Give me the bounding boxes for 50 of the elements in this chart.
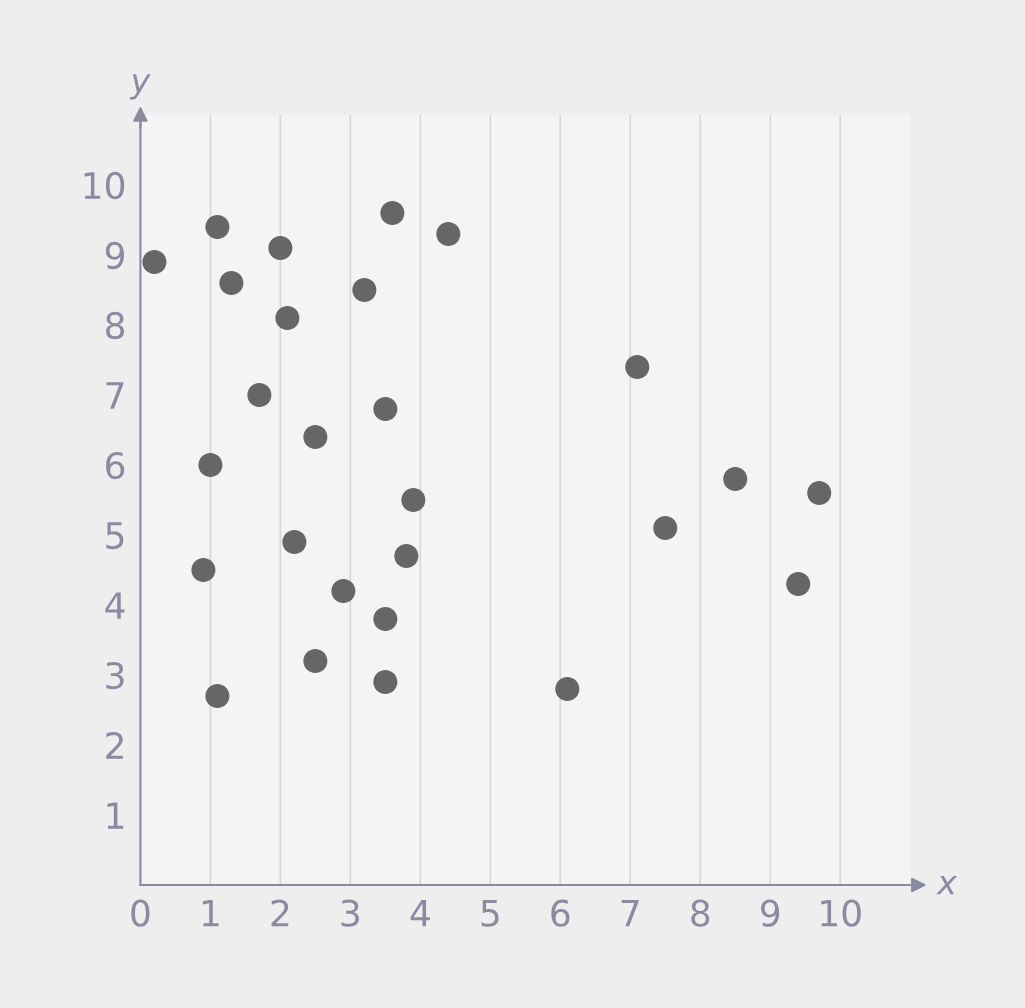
x-tick-label: 1 — [202, 900, 219, 927]
point — [282, 529, 307, 554]
point — [373, 669, 398, 695]
y-axis-title: y — [129, 74, 151, 100]
point — [205, 683, 230, 709]
y-tick-label: 7 — [106, 382, 124, 409]
point — [373, 606, 398, 632]
point — [198, 452, 223, 477]
point — [380, 200, 405, 225]
point — [401, 487, 426, 512]
point — [625, 354, 650, 379]
point — [268, 235, 293, 260]
x-tick-label: 9 — [761, 899, 780, 927]
y-tick-label: 3 — [106, 661, 124, 690]
y-tick-label: 1 — [107, 802, 124, 829]
point — [786, 571, 811, 597]
point — [436, 221, 461, 246]
point — [247, 382, 272, 407]
point — [653, 515, 678, 540]
y-tick-label: 5 — [106, 522, 124, 550]
y-tick-label: 2 — [106, 731, 123, 759]
x-tick-label: 3 — [341, 899, 359, 927]
point — [275, 305, 300, 330]
x-tick-label: 5 — [481, 900, 499, 927]
x-axis-title: x — [936, 875, 958, 895]
x-tick-label: 0 — [131, 899, 150, 927]
y-tick-label: 9 — [105, 241, 124, 270]
point — [219, 270, 244, 295]
point — [303, 424, 328, 449]
x-tick-label: 8 — [691, 899, 710, 927]
y-tick-label: 6 — [106, 451, 125, 480]
point — [394, 543, 419, 568]
y-tick-label: 4 — [105, 592, 125, 619]
point — [331, 578, 356, 604]
y-tick-label: 10 — [84, 171, 125, 200]
point — [303, 648, 328, 674]
x-tick-label: 2 — [271, 899, 289, 927]
point — [723, 466, 748, 491]
point — [191, 557, 216, 583]
x-tick-label: 10 — [821, 899, 861, 927]
point — [555, 676, 580, 702]
x-tick-label: 6 — [551, 899, 570, 927]
point — [205, 214, 230, 239]
y-tick-label: 8 — [106, 311, 125, 340]
point — [142, 249, 167, 274]
x-tick-label: 4 — [410, 900, 430, 927]
point — [373, 396, 398, 421]
point — [352, 277, 377, 302]
point — [807, 480, 832, 505]
x-tick-label: 7 — [621, 900, 639, 927]
